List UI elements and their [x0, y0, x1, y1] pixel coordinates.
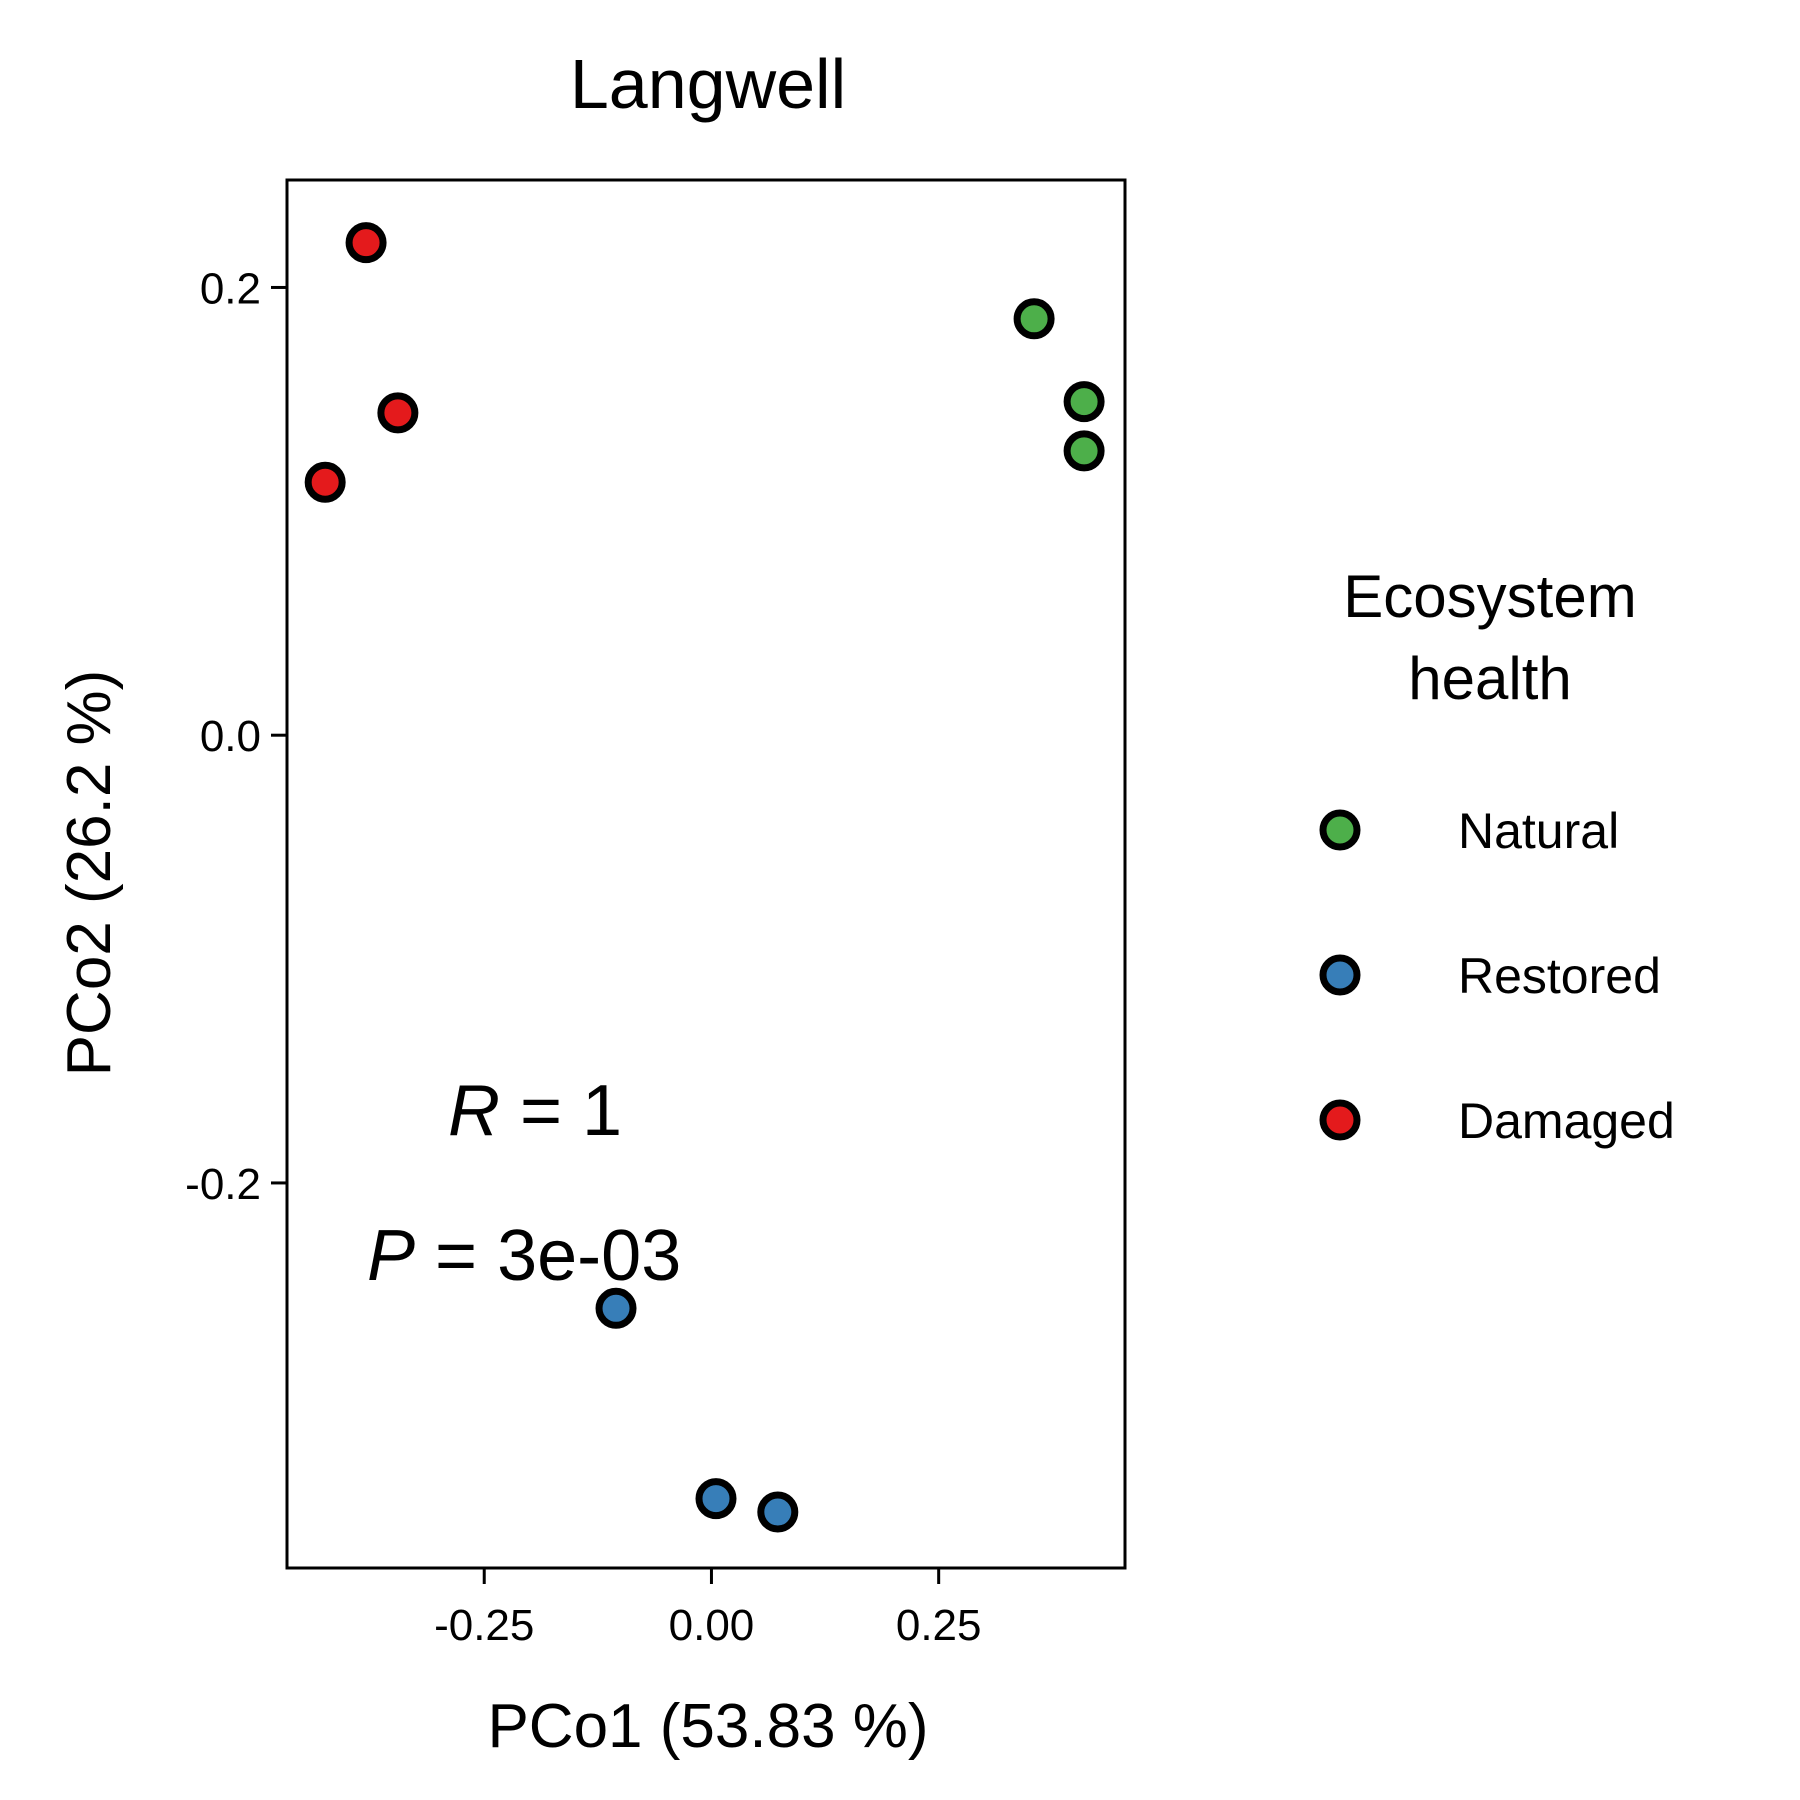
legend-label-damaged: Damaged — [1458, 1093, 1675, 1149]
data-point-damaged — [345, 222, 387, 264]
legend-label-restored: Restored — [1458, 948, 1661, 1004]
legend-title-line-2: health — [1408, 645, 1571, 712]
y-tick-label: 0.0 — [200, 712, 261, 761]
legend-marker-natural — [1319, 809, 1361, 851]
x-tick-label: 0.25 — [896, 1601, 982, 1650]
legend-label-natural: Natural — [1458, 803, 1619, 859]
legend-title-line-1: Ecosystem — [1343, 563, 1636, 630]
p-statistic-value: = 3e-03 — [415, 1216, 681, 1296]
p-statistic-symbol: P — [367, 1216, 415, 1296]
data-point-restored — [757, 1491, 799, 1533]
data-point-natural — [1063, 430, 1105, 472]
data-point-natural — [1013, 298, 1055, 340]
x-tick-label: 0.00 — [669, 1601, 755, 1650]
legend-marker-restored — [1319, 954, 1361, 996]
r-statistic-symbol: R — [448, 1071, 500, 1151]
data-point-natural — [1063, 381, 1105, 423]
plot-area: -0.25 0.00 0.25 -0.2 0.0 0.2 — [185, 178, 1127, 1650]
y-tick-label: -0.2 — [185, 1160, 261, 1209]
chart-title: Langwell — [570, 45, 846, 123]
plot-frame — [285, 178, 1127, 1570]
data-point-restored — [695, 1478, 737, 1520]
r-statistic: R = 1 — [448, 1071, 622, 1151]
y-axis-title: PCo2 (26.2 %) — [55, 670, 124, 1077]
p-statistic: P = 3e-03 — [367, 1216, 681, 1296]
legend-marker-damaged — [1319, 1099, 1361, 1141]
data-point-restored — [595, 1287, 637, 1329]
r-statistic-value: = 1 — [500, 1071, 622, 1151]
x-tick-label: -0.25 — [434, 1601, 534, 1650]
legend: Ecosystem health Natural Restored Damaged — [1319, 563, 1675, 1149]
data-point-damaged — [377, 392, 419, 434]
y-tick-label: 0.2 — [200, 264, 261, 313]
data-point-damaged — [304, 461, 346, 503]
x-axis-title: PCo1 (53.83 %) — [487, 1692, 928, 1761]
